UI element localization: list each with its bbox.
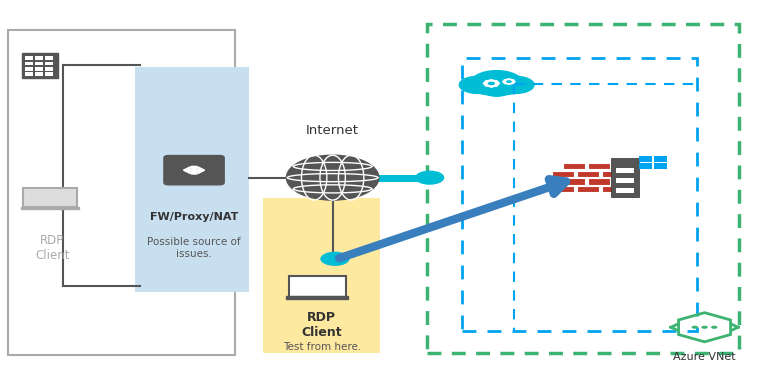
FancyBboxPatch shape — [639, 156, 652, 162]
Circle shape — [492, 82, 520, 95]
Circle shape — [497, 83, 501, 84]
Text: RDP
Client: RDP Client — [302, 311, 342, 339]
FancyBboxPatch shape — [654, 163, 667, 169]
Circle shape — [490, 86, 494, 88]
Text: Possible source of
issues.: Possible source of issues. — [147, 237, 241, 259]
FancyBboxPatch shape — [639, 163, 652, 169]
FancyBboxPatch shape — [602, 171, 621, 177]
Text: Internet: Internet — [306, 123, 359, 137]
FancyBboxPatch shape — [45, 67, 52, 71]
Circle shape — [484, 79, 500, 88]
FancyBboxPatch shape — [164, 156, 224, 185]
FancyBboxPatch shape — [578, 186, 599, 192]
FancyBboxPatch shape — [616, 178, 634, 183]
FancyBboxPatch shape — [614, 163, 621, 169]
Circle shape — [459, 76, 497, 94]
Circle shape — [494, 80, 498, 82]
Circle shape — [487, 82, 495, 85]
Circle shape — [701, 326, 708, 329]
FancyBboxPatch shape — [614, 178, 621, 185]
Circle shape — [484, 85, 488, 87]
FancyBboxPatch shape — [552, 171, 574, 177]
FancyBboxPatch shape — [654, 156, 667, 162]
Circle shape — [474, 82, 501, 95]
Circle shape — [507, 78, 511, 80]
Circle shape — [504, 79, 507, 80]
FancyBboxPatch shape — [25, 72, 33, 76]
FancyBboxPatch shape — [263, 198, 380, 353]
Circle shape — [480, 81, 513, 97]
Circle shape — [484, 80, 488, 82]
Circle shape — [511, 79, 514, 80]
FancyBboxPatch shape — [616, 168, 634, 174]
Circle shape — [415, 171, 444, 185]
FancyBboxPatch shape — [578, 171, 599, 177]
Circle shape — [506, 80, 512, 83]
FancyBboxPatch shape — [8, 30, 235, 355]
Circle shape — [513, 81, 516, 82]
Text: Azure VNet: Azure VNet — [673, 352, 736, 362]
Text: Test from here.: Test from here. — [283, 342, 361, 352]
Circle shape — [511, 83, 514, 84]
Circle shape — [497, 76, 534, 94]
FancyBboxPatch shape — [35, 72, 42, 76]
FancyBboxPatch shape — [602, 186, 621, 192]
Circle shape — [503, 79, 515, 85]
FancyBboxPatch shape — [611, 158, 639, 197]
FancyBboxPatch shape — [552, 186, 574, 192]
Text: RDP
Client: RDP Client — [35, 234, 69, 262]
FancyBboxPatch shape — [588, 163, 611, 169]
Circle shape — [320, 252, 350, 266]
FancyBboxPatch shape — [588, 178, 611, 185]
Circle shape — [286, 155, 379, 200]
FancyBboxPatch shape — [286, 296, 348, 299]
FancyBboxPatch shape — [35, 62, 42, 65]
FancyBboxPatch shape — [563, 163, 585, 169]
Circle shape — [507, 83, 511, 85]
FancyBboxPatch shape — [25, 62, 33, 65]
Circle shape — [483, 83, 486, 84]
Text: FW/Proxy/NAT: FW/Proxy/NAT — [150, 212, 238, 223]
FancyBboxPatch shape — [45, 62, 52, 65]
FancyBboxPatch shape — [22, 206, 79, 209]
FancyBboxPatch shape — [45, 72, 52, 76]
FancyBboxPatch shape — [616, 188, 634, 193]
FancyBboxPatch shape — [25, 67, 33, 71]
FancyBboxPatch shape — [35, 56, 42, 60]
Circle shape — [691, 326, 698, 329]
Circle shape — [490, 79, 494, 81]
FancyBboxPatch shape — [25, 56, 33, 60]
FancyBboxPatch shape — [45, 56, 52, 60]
Circle shape — [711, 326, 718, 329]
Circle shape — [502, 81, 505, 82]
Circle shape — [494, 85, 498, 87]
FancyBboxPatch shape — [23, 188, 77, 207]
FancyBboxPatch shape — [135, 67, 249, 292]
FancyBboxPatch shape — [563, 178, 585, 185]
Circle shape — [504, 83, 507, 84]
Circle shape — [470, 70, 523, 95]
FancyBboxPatch shape — [289, 276, 346, 297]
FancyBboxPatch shape — [22, 53, 58, 78]
FancyBboxPatch shape — [35, 67, 42, 71]
